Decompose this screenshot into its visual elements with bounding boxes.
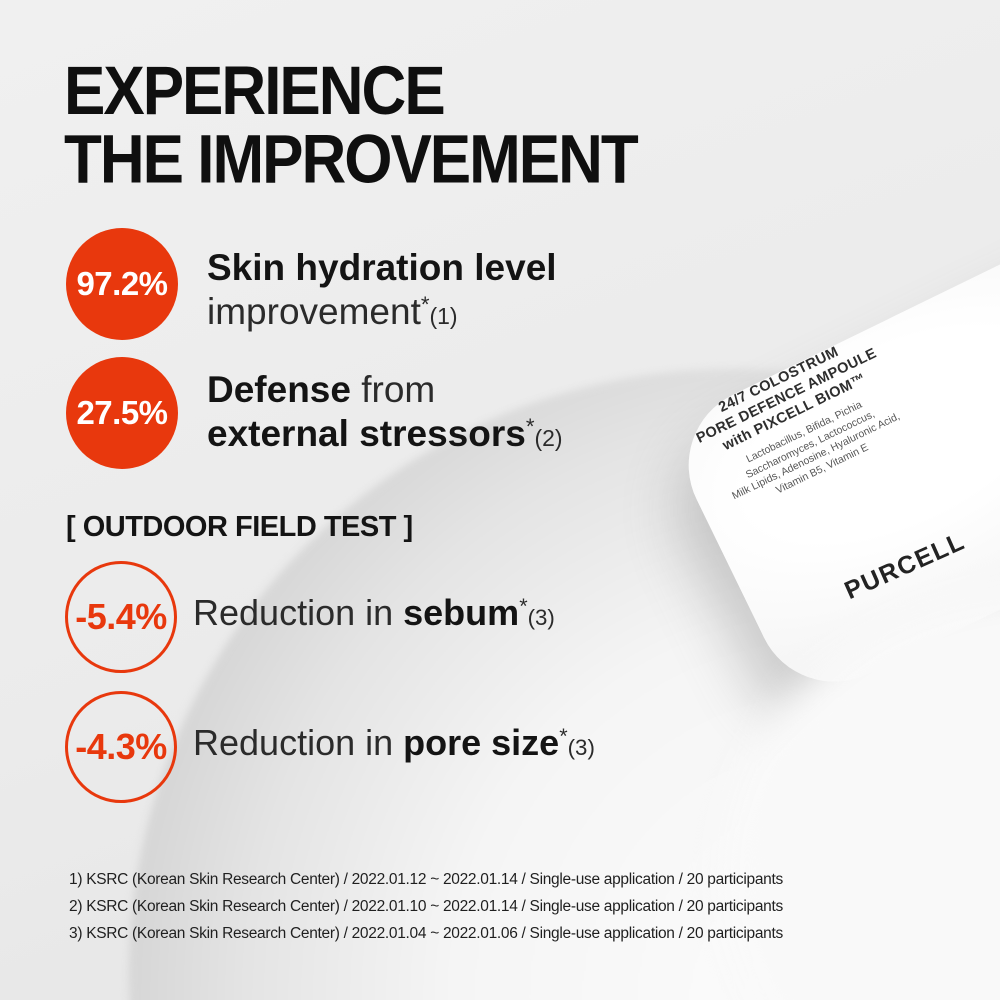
stat-badge-sebum: -5.4% bbox=[65, 561, 177, 673]
footnotes: 1) KSRC (Korean Skin Research Center) / … bbox=[69, 866, 783, 947]
stat-text-defense: Defense from external stressors*(2) bbox=[207, 368, 563, 461]
stat-line: Skin hydration level bbox=[207, 247, 557, 288]
stat-badge-hydration: 97.2% bbox=[66, 228, 178, 340]
stat-line: Defense from bbox=[207, 369, 436, 410]
page-title: EXPERIENCE THE IMPROVEMENT bbox=[64, 53, 639, 198]
footnote-3: 3) KSRC (Korean Skin Research Center) / … bbox=[69, 925, 783, 942]
section-title-outdoor-field-test: [ OUTDOOR FIELD TEST ] bbox=[66, 511, 413, 543]
stat-text-sebum: Reduction in sebum*(3) bbox=[193, 592, 555, 633]
stat-line: external stressors*(2) bbox=[207, 413, 563, 454]
stat-value: -5.4% bbox=[75, 596, 167, 637]
stat-text-hydration: Skin hydration level improvement*(1) bbox=[207, 246, 557, 339]
stat-text-pore-size: Reduction in pore size*(3) bbox=[193, 722, 595, 763]
stat-value: 97.2% bbox=[76, 265, 168, 302]
stat-value: 27.5% bbox=[76, 394, 168, 431]
page-title-line2: THE IMPROVEMENT bbox=[64, 121, 639, 198]
stat-badge-pore-size: -4.3% bbox=[65, 691, 177, 803]
footnote-2: 2) KSRC (Korean Skin Research Center) / … bbox=[69, 898, 783, 915]
footnote-1: 1) KSRC (Korean Skin Research Center) / … bbox=[69, 871, 783, 888]
page-title-line1: EXPERIENCE bbox=[64, 53, 446, 130]
stat-badge-defense: 27.5% bbox=[66, 357, 178, 469]
stat-line: improvement*(1) bbox=[207, 291, 458, 332]
stat-value: -4.3% bbox=[75, 726, 167, 767]
